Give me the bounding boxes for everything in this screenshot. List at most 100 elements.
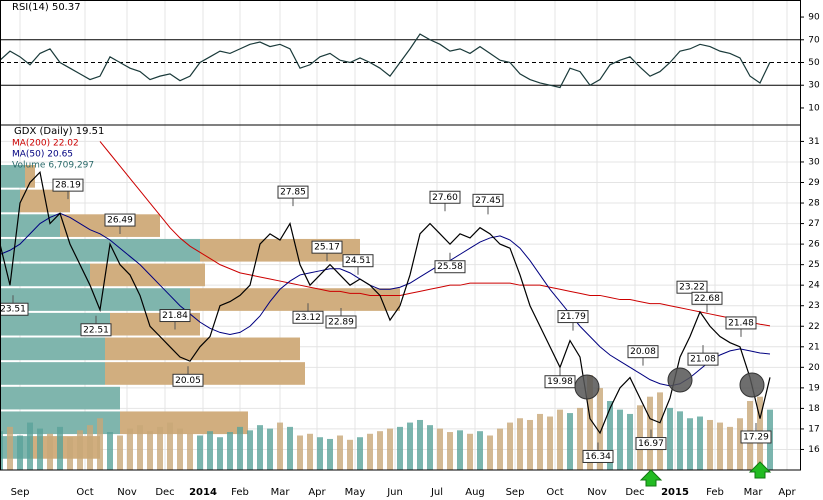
annotation-label: 16.97 xyxy=(638,439,664,449)
x-tick-label: Nov xyxy=(117,487,137,498)
x-tick-label: Dec xyxy=(625,487,644,498)
circles xyxy=(574,367,765,400)
y-tick-label: 24 xyxy=(808,281,820,291)
legend: RSI(14) 50.37 GDX (Daily) 19.51 MA(200) … xyxy=(12,2,104,171)
x-tick-label: Apr xyxy=(308,487,326,498)
annotation-box xyxy=(557,310,589,324)
vbp-up xyxy=(0,238,200,262)
y-tick-label: 18 xyxy=(808,404,820,414)
annotation-label: 22.51 xyxy=(83,325,109,335)
annotation-box xyxy=(691,291,723,305)
annotation-label: 21.48 xyxy=(728,318,754,328)
vbp-up xyxy=(0,263,90,287)
volume-bar xyxy=(177,428,183,470)
volume-bar xyxy=(7,426,13,470)
volume-bar xyxy=(187,433,193,470)
x-tick-label: Oct xyxy=(546,487,563,498)
x-tick-label: Mar xyxy=(744,487,764,498)
volume-bar xyxy=(517,418,523,470)
annotation-label: 28.19 xyxy=(55,181,81,191)
x-tick-label: May xyxy=(345,487,366,498)
volume-bar xyxy=(267,428,273,470)
y-tick-label: 31 xyxy=(808,137,819,147)
volume-bar xyxy=(257,425,263,470)
volume-bar xyxy=(447,432,453,470)
volume-bar xyxy=(497,428,503,470)
up-arrow xyxy=(639,469,663,487)
volume-bar xyxy=(317,437,323,470)
volume-bar xyxy=(227,432,233,470)
annotation-box xyxy=(627,345,659,359)
vbp-up xyxy=(0,386,120,410)
rsi-tick-label: 70 xyxy=(808,35,820,45)
volume-bar xyxy=(417,419,423,470)
y-tick-label: 17 xyxy=(808,424,819,434)
volume-bar xyxy=(737,418,743,470)
volume-bar xyxy=(537,413,543,470)
x-tick-label: Dec xyxy=(155,487,174,498)
up-arrow xyxy=(748,461,772,479)
annotation-box xyxy=(635,437,667,451)
annotation-label: 23.51 xyxy=(0,305,26,315)
vbp-up xyxy=(0,337,105,361)
x-tick-label: Aug xyxy=(465,487,485,498)
volume-bar xyxy=(127,428,133,470)
volume-bar xyxy=(697,416,703,470)
x-tick-label: Nov xyxy=(587,487,607,498)
volume-bar xyxy=(577,407,583,470)
annotation-box xyxy=(0,302,29,316)
annotation-label: 24.51 xyxy=(345,256,371,266)
volume-bar xyxy=(617,409,623,470)
volume-bar xyxy=(17,435,23,470)
ma50-label: MA(50) 20.65 xyxy=(12,150,73,160)
volume-bar xyxy=(307,433,313,470)
volume-bar xyxy=(237,426,243,470)
x-tick-label: 2014 xyxy=(189,487,217,498)
annotation-label: 22.89 xyxy=(328,317,354,327)
annotation-box xyxy=(311,240,343,254)
volume-bar xyxy=(367,433,373,470)
vbp-down xyxy=(90,263,205,287)
volume-bar xyxy=(287,426,293,470)
vbp-down xyxy=(105,362,305,385)
vbp-up xyxy=(0,436,30,459)
volume-bar xyxy=(57,426,63,470)
x-tick-label: Oct xyxy=(76,487,93,498)
volume-bar xyxy=(107,432,113,470)
volume-bar xyxy=(207,431,213,470)
annotation-box xyxy=(434,260,466,274)
volume-bar xyxy=(677,411,683,470)
x-tick-label: Apr xyxy=(778,487,796,498)
annotation-label: 27.85 xyxy=(280,188,306,198)
price-line xyxy=(0,170,771,435)
ticker-label: GDX (Daily) 19.51 xyxy=(14,126,104,137)
volume-bar xyxy=(247,430,253,470)
annotation-box xyxy=(472,193,504,207)
volume-bar xyxy=(657,392,663,470)
x-tick-label: Mar xyxy=(271,487,291,498)
volume-bar xyxy=(327,438,333,470)
annotation-box xyxy=(544,375,576,389)
volume-bar xyxy=(357,437,363,470)
volume-bar xyxy=(567,413,573,470)
y-tick-label: 19 xyxy=(808,383,820,393)
annotation-label: 27.60 xyxy=(432,193,458,203)
volume-bar xyxy=(477,431,483,470)
marker-circle xyxy=(574,374,600,400)
y-tick-label: 28 xyxy=(808,199,820,209)
volume-bar xyxy=(337,435,343,470)
x-tick-label: Jun xyxy=(386,487,403,498)
ma200-line xyxy=(99,141,771,327)
annotation-label: 25.17 xyxy=(314,243,340,253)
annotation-box xyxy=(277,185,309,199)
x-tick-label: Sep xyxy=(506,487,525,498)
volume-bar xyxy=(0,431,3,470)
volume-bar xyxy=(37,428,43,470)
x-tick-label: Jul xyxy=(430,487,443,498)
x-tick-label: Feb xyxy=(706,487,724,498)
y-tick-label: 27 xyxy=(808,219,819,229)
volume-bar xyxy=(427,425,433,470)
volume-bar xyxy=(687,418,693,470)
ma200-label: MA(200) 22.02 xyxy=(12,139,79,149)
